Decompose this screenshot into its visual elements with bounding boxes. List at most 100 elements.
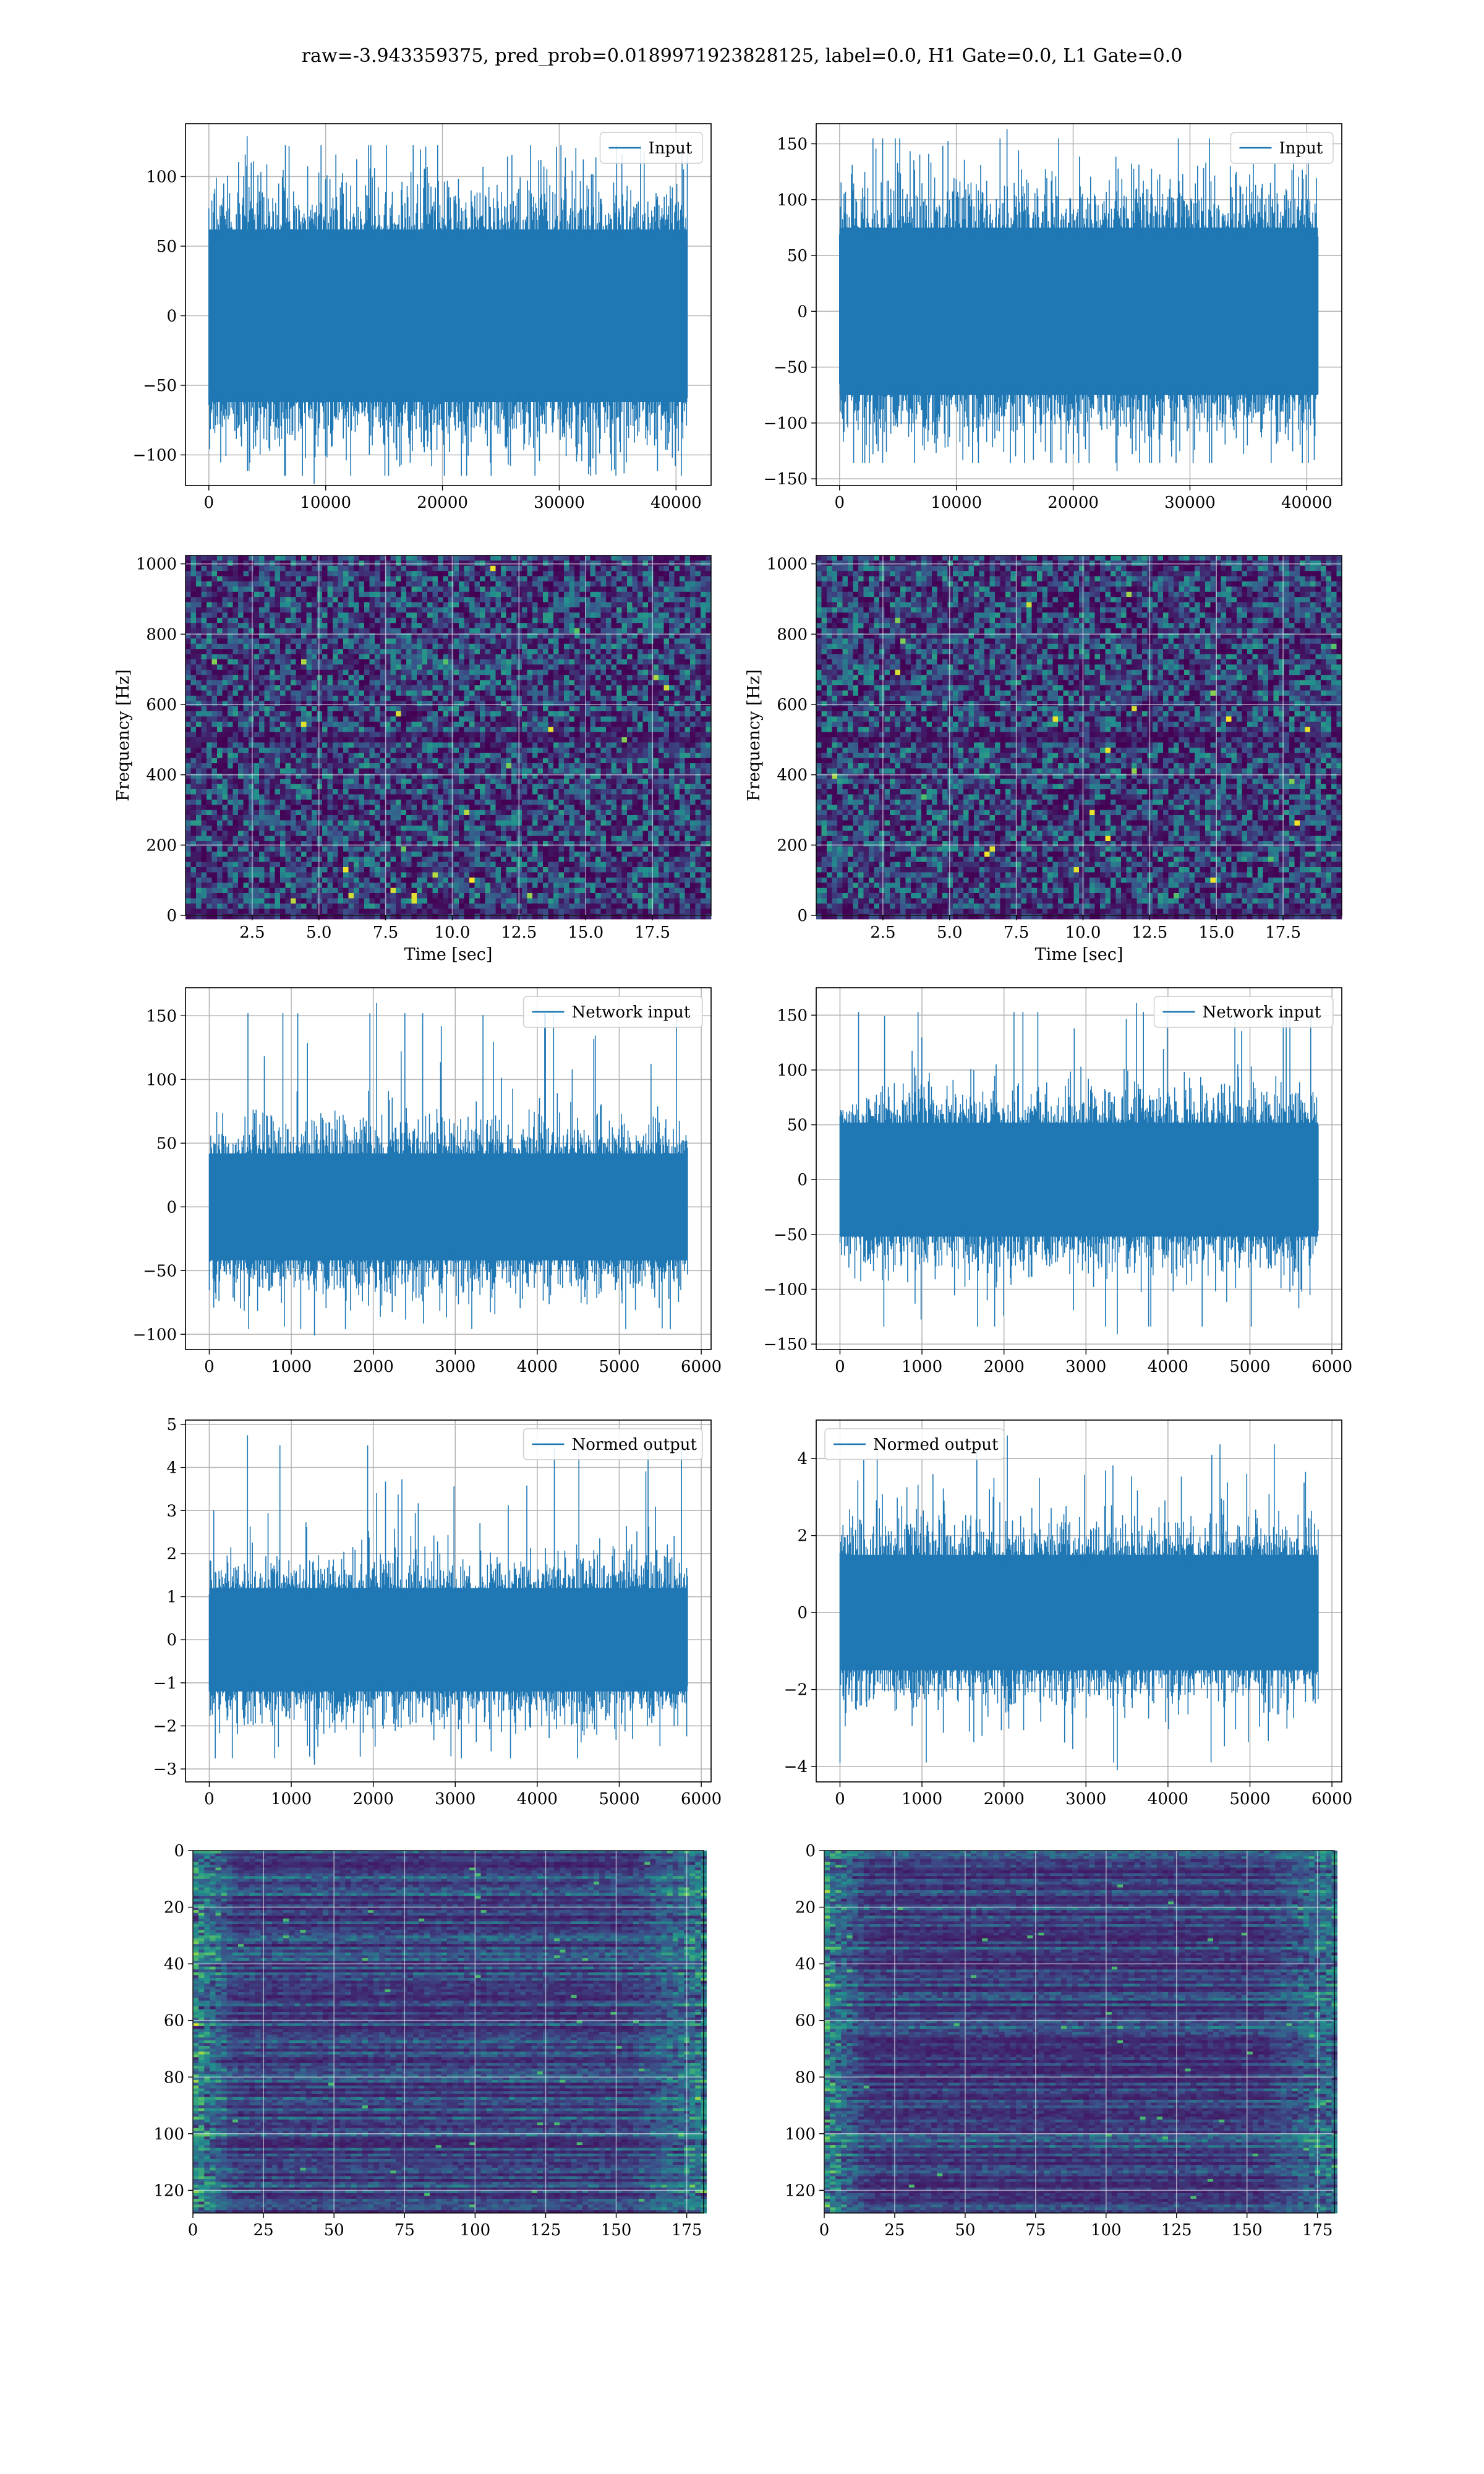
heatmap-cell bbox=[238, 560, 244, 567]
heatmap-cell bbox=[238, 690, 244, 696]
heatmap-cell bbox=[301, 643, 307, 649]
heatmap-cell bbox=[443, 602, 449, 608]
heatmap-cell bbox=[238, 586, 244, 593]
heatmap-cell bbox=[585, 784, 591, 790]
heatmap-cell bbox=[464, 789, 470, 795]
heatmap-cell bbox=[564, 565, 569, 571]
heatmap-cell bbox=[642, 664, 649, 670]
heatmap-cell bbox=[579, 560, 586, 567]
heatmap-cell bbox=[438, 586, 443, 593]
heatmap-cell bbox=[285, 747, 291, 753]
heatmap-cell bbox=[706, 773, 712, 779]
heatmap-cell bbox=[207, 727, 212, 732]
heatmap-cell bbox=[317, 680, 323, 686]
heatmap-cell bbox=[217, 805, 223, 810]
heatmap-cell bbox=[228, 669, 233, 675]
heatmap-cell bbox=[690, 794, 696, 800]
heatmap-cell bbox=[648, 623, 654, 628]
heatmap-cell bbox=[642, 659, 649, 665]
heatmap-cell bbox=[385, 779, 391, 784]
heatmap-cell bbox=[380, 716, 386, 722]
heatmap-cell bbox=[553, 758, 559, 764]
heatmap-cell bbox=[343, 695, 349, 701]
heatmap-cell bbox=[427, 758, 433, 764]
heatmap-cell bbox=[222, 649, 228, 654]
heatmap-cell bbox=[385, 727, 391, 732]
heatmap-cell bbox=[259, 768, 265, 774]
heatmap-cell bbox=[390, 664, 396, 670]
heatmap-cell bbox=[663, 727, 670, 732]
heatmap-cell bbox=[569, 721, 575, 727]
heatmap-cell bbox=[495, 779, 501, 784]
heatmap-cell bbox=[443, 607, 449, 613]
heatmap-cell bbox=[432, 597, 438, 602]
heatmap-cell bbox=[417, 716, 422, 722]
heatmap-cell bbox=[375, 607, 380, 613]
heatmap-cell bbox=[232, 737, 239, 743]
heatmap-cell bbox=[190, 794, 197, 800]
heatmap-cell bbox=[574, 675, 580, 680]
heatmap-cell bbox=[438, 576, 443, 582]
heatmap-cell bbox=[369, 633, 375, 639]
heatmap-cell bbox=[543, 727, 548, 732]
heatmap-cell bbox=[453, 560, 459, 567]
heatmap-cell bbox=[695, 581, 701, 587]
heatmap-cell bbox=[264, 669, 270, 675]
heatmap-cell bbox=[511, 565, 517, 571]
heatmap-cell bbox=[306, 581, 312, 587]
heatmap-cell bbox=[401, 664, 407, 670]
heatmap-cell bbox=[396, 706, 401, 712]
heatmap-cell bbox=[343, 799, 349, 805]
heatmap-cell bbox=[443, 555, 449, 561]
heatmap-cell bbox=[285, 565, 291, 571]
heatmap-cell bbox=[232, 623, 239, 628]
heatmap-cell bbox=[280, 555, 286, 561]
heatmap-cell bbox=[406, 763, 412, 769]
heatmap-cell bbox=[537, 773, 544, 779]
heatmap-cell bbox=[474, 727, 480, 732]
heatmap-cell bbox=[243, 716, 249, 722]
heatmap-cell bbox=[537, 638, 544, 644]
heatmap-cell bbox=[574, 711, 580, 717]
heatmap-cell bbox=[663, 659, 670, 665]
heatmap-cell bbox=[390, 565, 396, 571]
heatmap-cell bbox=[459, 784, 464, 790]
heatmap-cell bbox=[537, 576, 544, 582]
heatmap-cell bbox=[543, 779, 548, 784]
heatmap-cell bbox=[338, 784, 344, 790]
heatmap-cell bbox=[574, 680, 580, 686]
heatmap-cell bbox=[485, 727, 491, 732]
heatmap-cell bbox=[632, 727, 638, 732]
heatmap-cell bbox=[669, 571, 675, 576]
heatmap-cell bbox=[558, 695, 565, 701]
heatmap-cell bbox=[511, 695, 517, 701]
heatmap-cell bbox=[201, 560, 207, 567]
heatmap-cell bbox=[585, 727, 591, 732]
heatmap-cell bbox=[638, 799, 643, 805]
heatmap-cell bbox=[490, 659, 496, 665]
heatmap-cell bbox=[401, 695, 407, 701]
heatmap-cell bbox=[680, 721, 685, 727]
heatmap-cell bbox=[669, 685, 675, 691]
heatmap-cell bbox=[275, 763, 281, 769]
heatmap-cell bbox=[495, 633, 501, 639]
heatmap-cell bbox=[291, 742, 296, 748]
heatmap-cell bbox=[684, 706, 691, 712]
heatmap-cell bbox=[616, 669, 622, 675]
heatmap-cell bbox=[207, 649, 212, 654]
heatmap-cell bbox=[359, 586, 365, 593]
heatmap-cell bbox=[585, 649, 591, 654]
heatmap-cell bbox=[417, 576, 422, 582]
heatmap-cell bbox=[663, 638, 670, 644]
heatmap-cell bbox=[422, 638, 428, 644]
heatmap-cell bbox=[249, 664, 254, 670]
heatmap-cell bbox=[190, 680, 197, 686]
heatmap-cell bbox=[506, 633, 512, 639]
heatmap-cell bbox=[264, 747, 270, 753]
heatmap-cell bbox=[306, 732, 312, 738]
heatmap-cell bbox=[606, 799, 612, 805]
heatmap-cell bbox=[417, 711, 422, 717]
heatmap-cell bbox=[306, 716, 312, 722]
heatmap-cell bbox=[417, 612, 422, 618]
heatmap-cell bbox=[522, 643, 527, 649]
